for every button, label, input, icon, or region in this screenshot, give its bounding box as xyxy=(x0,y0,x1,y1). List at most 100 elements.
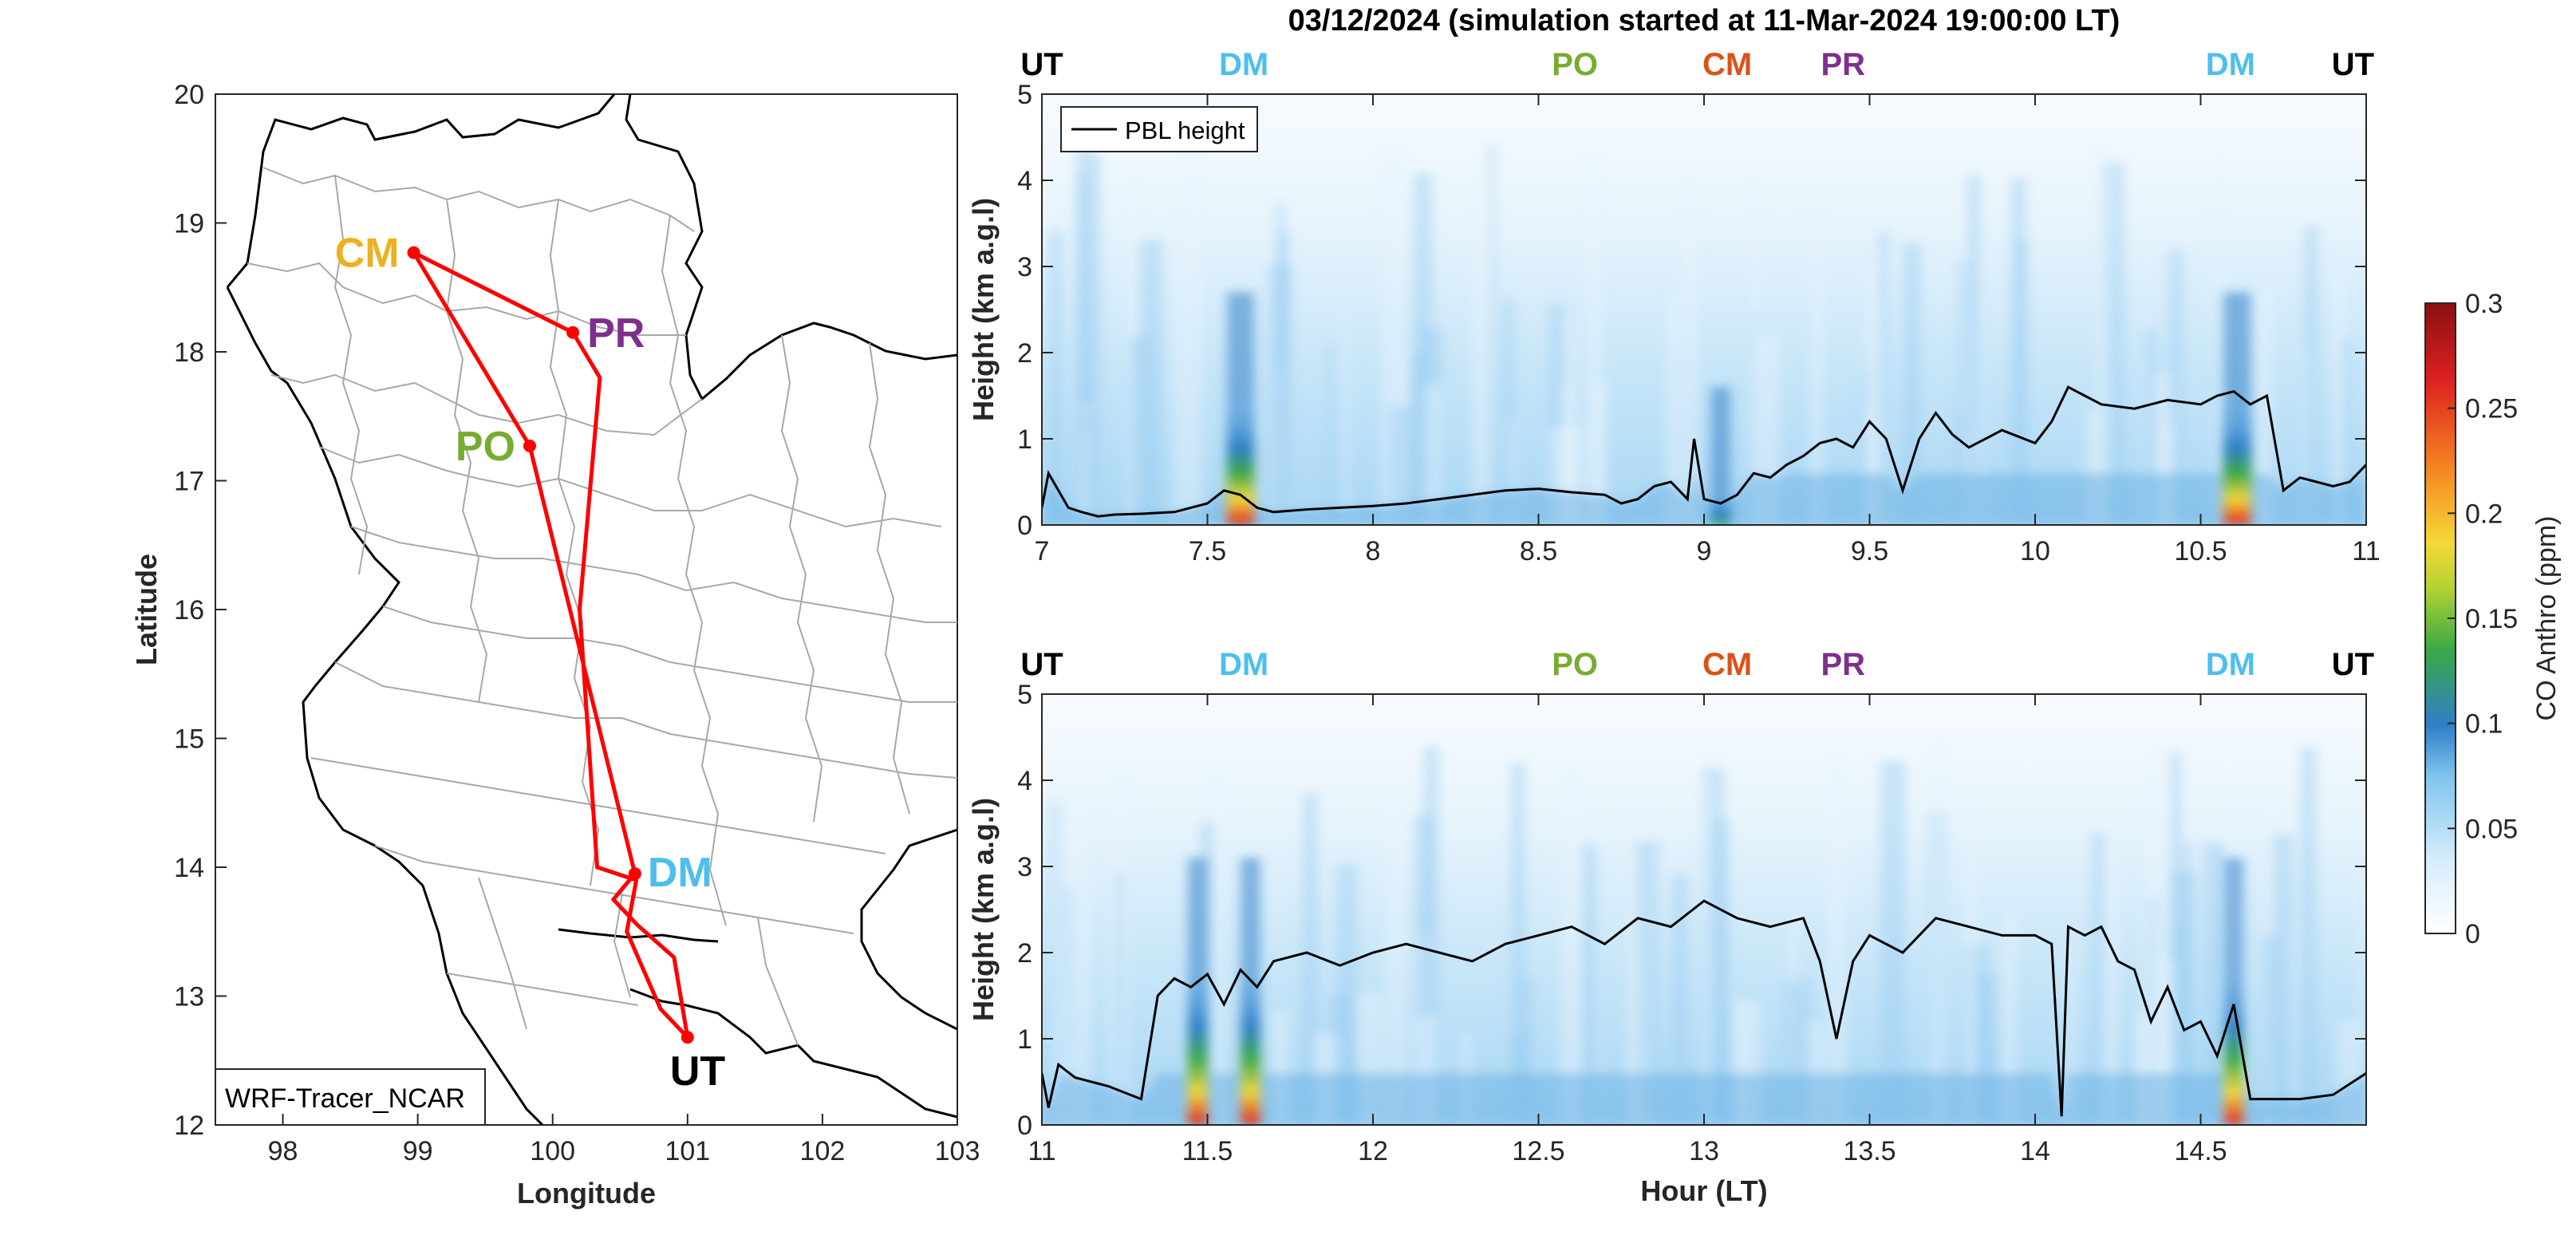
x-tick-label: 8 xyxy=(1366,536,1381,566)
y-tick-label: 5 xyxy=(1017,80,1032,110)
stop-label-dm: DM xyxy=(1219,47,1268,82)
concentration-streak xyxy=(2152,752,2165,1125)
colorbar-tick-label: 0.3 xyxy=(2465,289,2503,319)
concentration-streak xyxy=(2216,161,2223,525)
stop-label-ut: UT xyxy=(2332,647,2374,682)
concentration-streak xyxy=(1903,243,1921,525)
bottom-x-ticks: 11 11.5 12 12.5 13 13.5 14 14.5 xyxy=(1028,694,2227,1166)
concentration-streak xyxy=(1977,257,1984,525)
station-marker-cm xyxy=(407,246,420,259)
map-x-axis-label: Longitude xyxy=(517,1177,656,1210)
station-label-pr: PR xyxy=(587,310,645,357)
stop-label-pr: PR xyxy=(1821,47,1866,82)
x-tick-label: 10.5 xyxy=(2174,536,2227,566)
concentration-streak xyxy=(1422,384,1442,525)
concentration-streak xyxy=(1327,345,1334,525)
province-borders xyxy=(247,167,957,1046)
stop-label-cm: CM xyxy=(1702,647,1752,682)
stop-label-ut: UT xyxy=(1020,47,1063,82)
concentration-streak xyxy=(2135,1008,2144,1125)
concentration-streak xyxy=(2342,336,2351,525)
concentration-streak xyxy=(1410,353,1426,525)
stop-label-ut: UT xyxy=(1020,647,1063,682)
stop-label-ut: UT xyxy=(2332,47,2374,82)
top-curtain-panel: PBL height 7 7.5 8 8.5 9 9.5 10 10.5 11 0 1 2 3 4 5 U… xyxy=(967,47,2381,566)
colorbar-tick-label: 0.2 xyxy=(2465,499,2503,529)
x-tick-label: 14 xyxy=(2020,1136,2050,1166)
top-y-axis-label: Height (km a.g.l) xyxy=(967,198,1000,421)
stop-label-po: PO xyxy=(1552,47,1598,82)
station-label-dm: DM xyxy=(648,850,712,896)
map-x-tick-label: 99 xyxy=(403,1136,433,1166)
colorbar-tick-label: 0 xyxy=(2465,919,2480,949)
concentration-streak xyxy=(1107,799,1115,1125)
bottom-stop-labels: UT DM PO CM PR DM UT xyxy=(1020,647,2374,682)
x-tick-label: 7.5 xyxy=(1189,536,1226,566)
concentration-streak xyxy=(1585,155,1603,525)
concentration-streak xyxy=(1810,203,1824,525)
x-tick-label: 9.5 xyxy=(1851,536,1888,566)
map-y-tick-label: 16 xyxy=(174,595,204,625)
map-x-tick-label: 100 xyxy=(530,1136,575,1166)
map-y-tick-label: 20 xyxy=(174,80,204,110)
x-tick-label: 8.5 xyxy=(1520,536,1557,566)
map-x-tick-label: 103 xyxy=(935,1136,980,1166)
concentration-streak xyxy=(1385,793,1407,1125)
concentration-streak xyxy=(1581,844,1598,1125)
y-tick-label: 2 xyxy=(1017,338,1032,369)
concentration-streak xyxy=(2091,832,2105,1125)
concentration-streak xyxy=(1502,300,1514,525)
concentration-streak xyxy=(2141,236,2147,525)
stop-label-dm: DM xyxy=(1219,647,1268,682)
stop-label-dm: DM xyxy=(2206,647,2255,682)
station-marker-pr xyxy=(566,326,580,339)
x-tick-label: 13 xyxy=(1689,1136,1719,1166)
map-panel: CM PR PO DM UT WRF-Tracer_NCAR 98 99 100 101 102… xyxy=(130,80,980,1210)
colorbar-tick-label: 0.25 xyxy=(2465,394,2518,424)
y-tick-label: 5 xyxy=(1017,680,1032,710)
colorbar-ticks: 0 0.05 0.1 0.15 0.2 0.25 0.3 xyxy=(2448,289,2518,949)
concentration-streak xyxy=(2183,842,2192,1125)
bottom-pbl-height-line xyxy=(1042,899,2366,1117)
stop-label-pr: PR xyxy=(1821,647,1866,682)
station-markers: CM PR PO DM UT xyxy=(335,231,726,1095)
concentration-streak xyxy=(1185,152,1202,525)
top-pbl-height-line xyxy=(1042,385,2366,518)
concentration-streak xyxy=(2095,143,2111,525)
concentration-streak xyxy=(2002,910,2017,1125)
y-tick-label: 2 xyxy=(1017,938,1032,969)
concentration-streak xyxy=(2017,240,2027,525)
map-x-tick-label: 98 xyxy=(268,1136,298,1166)
map-y-tick-label: 17 xyxy=(174,467,204,497)
concentration-streak xyxy=(1750,163,1760,525)
y-tick-label: 3 xyxy=(1017,852,1032,882)
concentration-streak xyxy=(1072,806,1092,1125)
map-y-tick-label: 13 xyxy=(174,982,204,1012)
x-tick-label: 11 xyxy=(2352,536,2380,566)
concentration-streak xyxy=(1471,168,1493,525)
bottom-x-axis-label: Hour (LT) xyxy=(1640,1174,1767,1207)
concentration-streak xyxy=(1268,264,1292,525)
concentration-streak xyxy=(1671,874,1688,1125)
concentration-streak xyxy=(1489,142,1496,525)
concentration-streak xyxy=(1861,369,1869,525)
top-x-ticks: 7 7.5 8 8.5 9 9.5 10 10.5 11 xyxy=(1035,94,2381,566)
map-x-ticks: 98 99 100 101 102 103 xyxy=(268,1114,980,1166)
x-tick-label: 11 xyxy=(1028,1136,1055,1166)
co-plume xyxy=(1188,961,1208,1125)
model-annotation: WRF-Tracer_NCAR xyxy=(225,1083,465,1114)
map-y-tick-label: 15 xyxy=(174,724,204,755)
y-tick-label: 3 xyxy=(1017,252,1032,282)
concentration-streak xyxy=(1568,321,1577,525)
concentration-streak xyxy=(1116,871,1123,1125)
x-tick-label: 12.5 xyxy=(1512,1136,1564,1166)
boundary-layer-band xyxy=(1042,1073,2366,1125)
bottom-y-axis-label: Height (km a.g.l) xyxy=(967,798,1000,1021)
colorbar-tick-label: 0.15 xyxy=(2465,604,2518,634)
co-plume xyxy=(2223,396,2251,525)
concentration-streak xyxy=(1868,403,1876,525)
station-marker-po xyxy=(523,439,536,452)
model-annotation-box xyxy=(215,1068,486,1126)
